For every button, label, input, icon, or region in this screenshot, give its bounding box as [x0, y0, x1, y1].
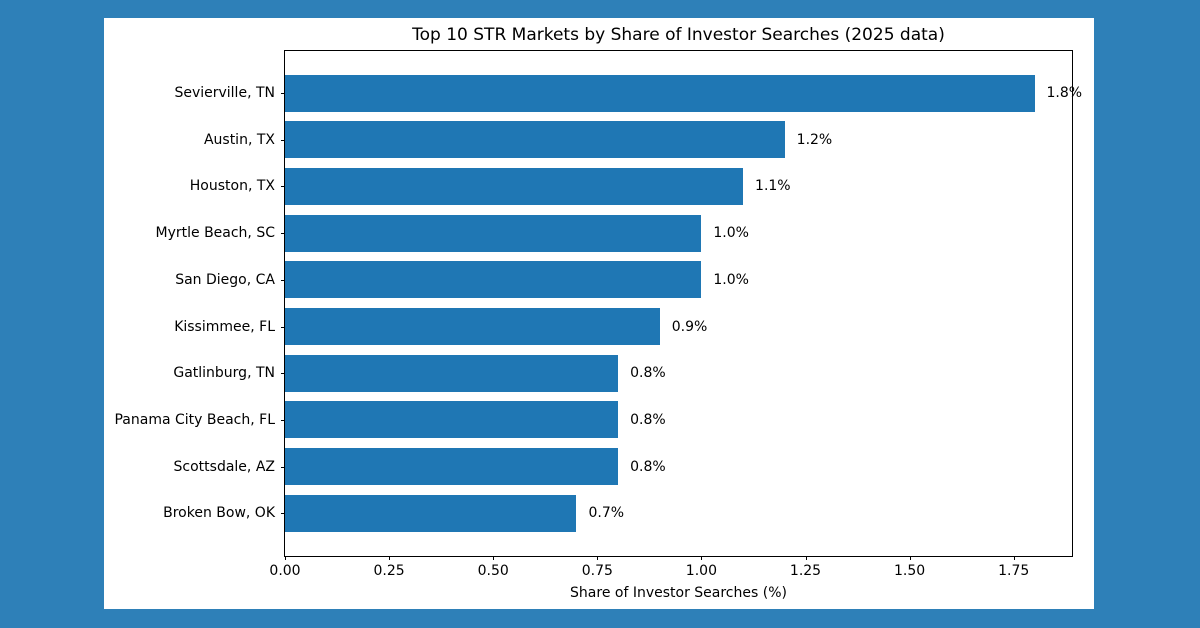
y-tick-label: Gatlinburg, TN [173, 365, 275, 382]
y-tick-label: Austin, TX [203, 131, 275, 148]
bar-value-label: 0.8% [630, 365, 666, 382]
x-tick-mark [285, 556, 286, 560]
bar-value-label: 1.0% [713, 271, 749, 288]
y-tick-label: Sevierville, TN [174, 85, 275, 101]
chart-title: Top 10 STR Markets by Share of Investor … [412, 25, 945, 45]
plot-area: Share of Investor Searches (%) 1.8% Sevie… [114, 50, 1082, 601]
bar-value-label: 1.0% [713, 225, 749, 242]
bar-value-label: 0.9% [671, 318, 708, 335]
y-tick-mark [281, 513, 285, 515]
bar [285, 167, 744, 205]
x-tick-label: 0.00 [269, 563, 301, 579]
x-tick-mark [909, 556, 911, 560]
x-tick-mark [1013, 556, 1015, 560]
x-tick-label: 1.25 [789, 563, 822, 579]
x-tick-mark [805, 556, 807, 560]
y-tick-mark [281, 466, 285, 468]
bar [285, 214, 702, 252]
x-tick-label: 0.75 [581, 563, 613, 579]
y-tick-mark [281, 419, 285, 421]
y-tick-mark [281, 93, 285, 94]
x-tick-mark [597, 556, 599, 560]
bar-value-label: 1.2% [796, 131, 833, 148]
x-tick-mark [389, 556, 391, 560]
y-tick-label: San Diego, CA [175, 271, 275, 288]
y-tick-label: Broken Bow, OK [163, 505, 275, 522]
bar [285, 121, 785, 159]
y-tick-mark [281, 373, 285, 375]
bar-value-label: 1.8% [1046, 85, 1083, 101]
bar [285, 494, 577, 532]
bar [285, 448, 619, 486]
y-tick-label: Myrtle Beach, SC [155, 225, 276, 242]
bar-value-label: 0.7% [588, 505, 625, 522]
bar-value-label: 0.8% [630, 411, 666, 428]
y-tick-mark [281, 233, 285, 235]
x-tick-label: 1.00 [685, 563, 717, 579]
x-tick-mark [493, 556, 495, 560]
y-tick-mark [281, 326, 285, 328]
bar-value-label: 1.1% [755, 178, 791, 195]
bar [285, 261, 702, 299]
bar [285, 354, 619, 392]
x-tick-label: 1.50 [894, 563, 926, 579]
bar [285, 401, 619, 439]
y-tick-label: Panama City Beach, FL [114, 411, 275, 428]
x-tick-mark [701, 556, 703, 560]
y-tick-label: Houston, TX [189, 178, 275, 195]
x-tick-label: 0.50 [477, 563, 509, 579]
y-tick-label: Kissimmee, FL [174, 318, 275, 335]
x-tick-label: 1.75 [998, 563, 1030, 579]
x-axis-label: Share of Investor Searches (%) [570, 585, 787, 601]
chart-card: Top 10 STR Markets by Share of Investor … [104, 18, 1094, 609]
bar [285, 308, 660, 345]
y-tick-mark [281, 186, 285, 188]
y-tick-mark [281, 279, 285, 281]
y-tick-mark [281, 139, 285, 141]
x-tick-label: 0.25 [373, 563, 405, 579]
bar-value-label: 0.8% [630, 458, 666, 475]
y-tick-label: Scottsdale, AZ [173, 458, 275, 475]
bar [285, 74, 1035, 112]
